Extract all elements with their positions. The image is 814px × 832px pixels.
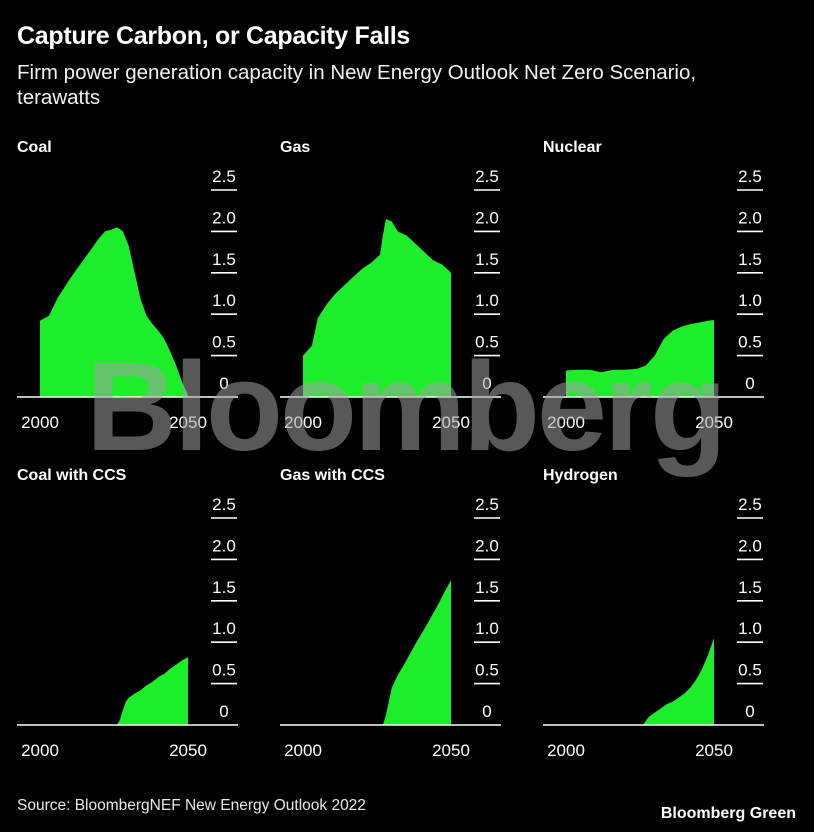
x-tick-label-coal-with-ccs-1: 2050: [169, 741, 207, 760]
chart-panel-coal: 2.5 2.0 1.5 1.0 0.5 0 2000 2050: [17, 167, 238, 432]
y-tick-label-hydrogen-4: 0.5: [738, 661, 762, 680]
x-tick-label-gas-with-ccs-1: 2050: [432, 741, 470, 760]
x-tick-label-coal-with-ccs-0: 2000: [21, 741, 59, 760]
area-coal-with-ccs: [40, 657, 188, 725]
y-tick-label-coal-with-ccs-3: 1.0: [212, 619, 236, 638]
y-tick-label-hydrogen-1: 2.0: [738, 536, 762, 555]
panel-title-coal-ccs: Coal with CCS: [17, 467, 127, 484]
y-tick-label-nuclear-0: 2.5: [738, 167, 762, 186]
x-tick-label-gas-with-ccs-0: 2000: [284, 741, 322, 760]
y-tick-label-gas-4: 0.5: [475, 333, 499, 352]
y-tick-label-nuclear-1: 2.0: [738, 208, 762, 227]
panel-title-nuclear: Nuclear: [543, 139, 602, 156]
chart-title: Capture Carbon, or Capacity Falls: [17, 22, 410, 50]
x-tick-label-hydrogen-1: 2050: [695, 741, 733, 760]
y-tick-label-coal-0: 2.5: [212, 167, 236, 186]
area-coal: [40, 227, 188, 397]
x-tick-label-gas-1: 2050: [432, 413, 470, 432]
y-tick-label-coal-1: 2.0: [212, 208, 236, 227]
y-tick-label-gas-5: 0: [482, 374, 491, 393]
y-tick-label-gas-with-ccs-1: 2.0: [475, 536, 499, 555]
y-tick-label-hydrogen-3: 1.0: [738, 619, 762, 638]
x-tick-label-hydrogen-0: 2000: [547, 741, 585, 760]
y-tick-label-hydrogen-2: 1.5: [738, 578, 762, 597]
panel-title-gas: Gas: [280, 139, 311, 156]
y-tick-label-gas-with-ccs-5: 0: [482, 702, 491, 721]
area-gas: [303, 219, 451, 397]
y-tick-label-gas-with-ccs-2: 1.5: [475, 578, 499, 597]
y-tick-label-coal-5: 0: [219, 374, 228, 393]
chart-panel-gas-ccs: 2.5 2.0 1.5 1.0 0.5 0 2000 2050: [280, 495, 501, 760]
y-tick-label-gas-with-ccs-4: 0.5: [475, 661, 499, 680]
y-tick-label-coal-3: 1.0: [212, 291, 236, 310]
chart-subtitle: Firm power generation capacity in New En…: [17, 61, 697, 109]
y-tick-label-coal-with-ccs-5: 0: [219, 702, 228, 721]
x-tick-label-gas-0: 2000: [284, 413, 322, 432]
y-tick-label-gas-with-ccs-3: 1.0: [475, 619, 499, 638]
x-tick-label-nuclear-1: 2050: [695, 413, 733, 432]
y-tick-label-coal-with-ccs-4: 0.5: [212, 661, 236, 680]
source-note: Source: BloombergNEF New Energy Outlook …: [17, 797, 366, 814]
x-tick-label-coal-1: 2050: [169, 413, 207, 432]
y-tick-label-hydrogen-5: 0: [745, 702, 754, 721]
y-tick-label-gas-1: 2.0: [475, 208, 499, 227]
y-tick-label-nuclear-2: 1.5: [738, 250, 762, 269]
chart-panel-nuclear: 2.5 2.0 1.5 1.0 0.5 0 2000 2050: [543, 167, 764, 432]
y-tick-label-coal-with-ccs-1: 2.0: [212, 536, 236, 555]
chart-panel-hydrogen: 2.5 2.0 1.5 1.0 0.5 0 2000 2050: [543, 495, 764, 760]
area-hydrogen: [566, 638, 714, 725]
y-tick-label-coal-with-ccs-2: 1.5: [212, 578, 236, 597]
y-tick-label-coal-4: 0.5: [212, 333, 236, 352]
y-tick-label-nuclear-3: 1.0: [738, 291, 762, 310]
panel-title-coal: Coal: [17, 139, 52, 156]
area-gas-with-ccs: [303, 580, 451, 725]
x-tick-label-nuclear-0: 2000: [547, 413, 585, 432]
y-tick-label-gas-0: 2.5: [475, 167, 499, 186]
area-nuclear: [566, 320, 714, 397]
y-tick-label-nuclear-4: 0.5: [738, 333, 762, 352]
y-tick-label-coal-with-ccs-0: 2.5: [212, 495, 236, 514]
panel-title-gas-ccs: Gas with CCS: [280, 467, 385, 484]
y-tick-label-gas-2: 1.5: [475, 250, 499, 269]
y-tick-label-gas-with-ccs-0: 2.5: [475, 495, 499, 514]
chart-panel-gas: 2.5 2.0 1.5 1.0 0.5 0 2000 2050: [280, 167, 501, 432]
chart-panel-coal-ccs: 2.5 2.0 1.5 1.0 0.5 0 2000 2050: [17, 495, 238, 760]
y-tick-label-gas-3: 1.0: [475, 291, 499, 310]
y-tick-label-hydrogen-0: 2.5: [738, 495, 762, 514]
brand-logo: Bloomberg Green: [660, 805, 796, 822]
y-tick-label-coal-2: 1.5: [212, 250, 236, 269]
panel-title-hydrogen: Hydrogen: [543, 467, 618, 484]
y-tick-label-nuclear-5: 0: [745, 374, 754, 393]
x-tick-label-coal-0: 2000: [21, 413, 59, 432]
